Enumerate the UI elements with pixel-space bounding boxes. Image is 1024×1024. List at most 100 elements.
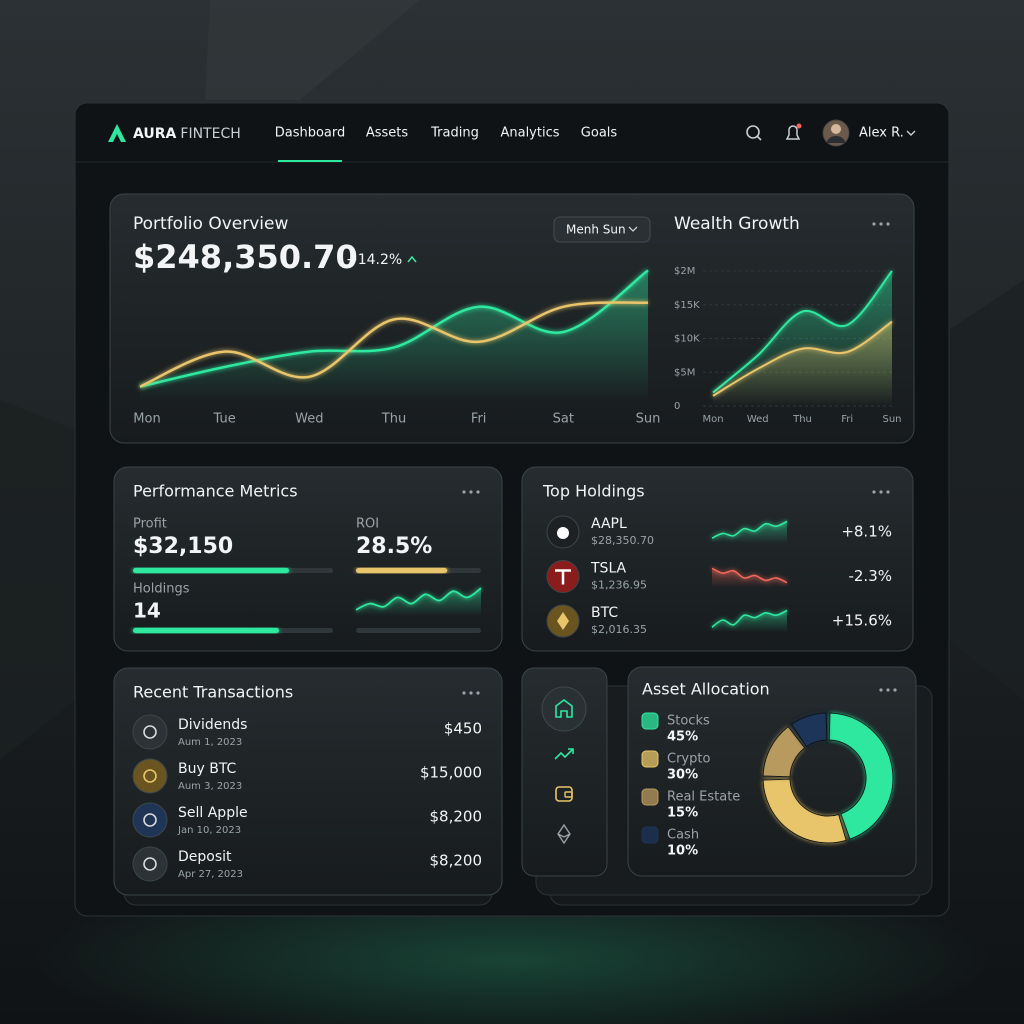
y-tick-label: $5M xyxy=(674,367,695,378)
y-tick-label: $15K xyxy=(674,300,700,311)
more-dot[interactable] xyxy=(886,222,890,226)
search-icon[interactable] xyxy=(746,125,762,141)
more-dot[interactable] xyxy=(469,691,473,695)
transaction-name: Sell Apple xyxy=(178,805,248,821)
sparkline-track xyxy=(356,628,481,633)
area-shading xyxy=(140,270,648,402)
notification-icon[interactable] xyxy=(785,123,802,140)
line xyxy=(139,301,649,388)
portfolio-change: +14.2% xyxy=(346,252,402,268)
range-select-label[interactable]: Menh Sun xyxy=(566,223,626,237)
legend-name: Stocks xyxy=(667,714,710,729)
legend-swatch xyxy=(641,826,659,844)
transaction-icon xyxy=(132,846,168,882)
line xyxy=(355,587,482,611)
progress-fill xyxy=(133,628,279,633)
more-dot[interactable] xyxy=(879,490,883,494)
nav-item[interactable]: Assets xyxy=(366,126,409,141)
range-select-chevron[interactable] xyxy=(628,226,638,232)
progress-fill xyxy=(356,568,448,573)
x-tick-label: Sun xyxy=(636,412,661,427)
transaction-amount: $15,000 xyxy=(420,764,482,782)
transaction-glyph xyxy=(143,725,157,739)
card-title: Asset Allocation xyxy=(642,680,770,699)
more-dot[interactable] xyxy=(462,691,466,695)
brand-bold: AURA xyxy=(133,126,177,142)
transaction-date: Aum 1, 2023 xyxy=(178,737,242,748)
holdings-card xyxy=(521,466,914,652)
area-shading xyxy=(713,321,892,406)
up-arrow xyxy=(407,255,417,263)
legend-name: Cash xyxy=(667,828,699,843)
x-tick-label: Sun xyxy=(882,414,901,425)
transactions-card xyxy=(113,667,503,896)
more-dot[interactable] xyxy=(462,490,466,494)
tesla-glyph xyxy=(555,569,571,585)
background-shape xyxy=(0,400,75,760)
line xyxy=(711,609,788,628)
more-dot[interactable] xyxy=(879,688,883,692)
trend-icon[interactable] xyxy=(554,748,574,760)
more-dot[interactable] xyxy=(476,490,480,494)
area-shading xyxy=(356,588,481,616)
nav-item[interactable]: Analytics xyxy=(500,126,559,141)
y-tick-label: 0 xyxy=(674,401,680,412)
card-title: Portfolio Overview xyxy=(133,214,288,234)
legend-value: 10% xyxy=(667,844,698,859)
legend-name: Crypto xyxy=(667,752,710,767)
more-dot[interactable] xyxy=(879,222,883,226)
transaction-glyph xyxy=(143,813,157,827)
y-tick-label: $2M xyxy=(674,266,695,277)
card-title: Wealth Growth xyxy=(674,214,800,234)
allocation-slice xyxy=(762,725,806,778)
user-name[interactable]: Alex R. xyxy=(859,126,904,141)
bell xyxy=(785,125,801,140)
more-dot[interactable] xyxy=(893,688,897,692)
legend-value: 30% xyxy=(667,768,698,783)
allocation-slice xyxy=(790,712,828,748)
ticker: BTC xyxy=(591,605,618,621)
nav-home-bg[interactable] xyxy=(541,686,587,732)
home-icon[interactable] xyxy=(555,699,573,718)
x-tick-label: Mon xyxy=(702,414,723,425)
side-nav xyxy=(521,667,608,877)
x-tick-label: Fri xyxy=(841,414,853,425)
user-menu-chevron[interactable] xyxy=(906,130,916,136)
transaction-amount: $8,200 xyxy=(430,852,483,870)
x-tick-label: Thu xyxy=(381,412,406,427)
brand: AURA FINTECH xyxy=(133,126,241,142)
more-dot[interactable] xyxy=(872,490,876,494)
more-dot[interactable] xyxy=(476,691,480,695)
line xyxy=(711,567,788,584)
search-handle xyxy=(756,135,762,141)
x-tick-label: Sat xyxy=(553,412,574,427)
change: +15.6% xyxy=(832,612,892,630)
card-title: Performance Metrics xyxy=(133,482,298,501)
more-dot[interactable] xyxy=(886,688,890,692)
transaction-glyph xyxy=(143,857,157,871)
range-select[interactable] xyxy=(553,216,651,243)
transaction-icon xyxy=(132,802,168,838)
transaction-glyph xyxy=(143,769,157,783)
more-dot[interactable] xyxy=(886,490,890,494)
nav-item[interactable]: Trading xyxy=(430,126,479,141)
transaction-icon xyxy=(132,758,168,794)
transaction-date: Aum 3, 2023 xyxy=(178,781,242,792)
x-tick-label: Tue xyxy=(213,412,236,427)
coin-glyph xyxy=(557,612,569,630)
legend-swatch xyxy=(641,788,659,806)
nav-item[interactable]: Dashboard xyxy=(275,126,346,141)
active-nav-indicator xyxy=(278,160,342,162)
ethereum-icon[interactable] xyxy=(557,823,571,845)
wallet-clasp xyxy=(564,791,573,798)
wallet-icon[interactable] xyxy=(555,786,573,802)
line xyxy=(711,520,788,539)
transaction-name: Deposit xyxy=(178,849,232,865)
more-dot[interactable] xyxy=(469,490,473,494)
more-dot[interactable] xyxy=(872,222,876,226)
metric-value: 28.5% xyxy=(356,534,432,559)
nav-item[interactable]: Goals xyxy=(581,126,618,141)
area-shading xyxy=(712,568,787,588)
allocation-slice xyxy=(828,712,894,840)
